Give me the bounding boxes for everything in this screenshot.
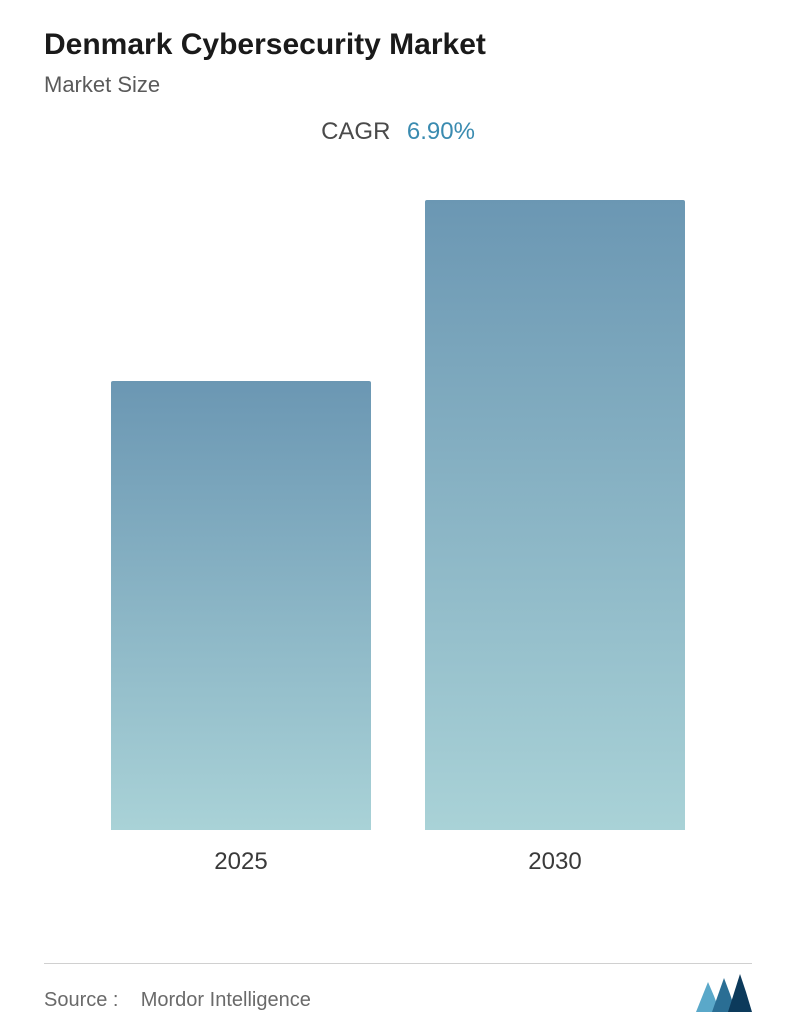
page-title: Denmark Cybersecurity Market <box>44 28 752 62</box>
source-value: Mordor Intelligence <box>141 989 311 1011</box>
footer-divider <box>44 963 752 964</box>
bar-label-0: 2025 <box>214 848 267 876</box>
source-text: Source : Mordor Intelligence <box>44 989 311 1012</box>
footer: Source : Mordor Intelligence <box>44 974 752 1012</box>
brand-logo <box>696 974 752 1012</box>
cagr-value: 6.90% <box>407 118 475 145</box>
bar-1 <box>425 200 685 830</box>
bar-label-1: 2030 <box>528 848 581 876</box>
source-label: Source : <box>44 989 118 1011</box>
bar-group-0: 2025 <box>111 381 371 876</box>
bar-0 <box>111 381 371 830</box>
bar-chart: 2025 2030 <box>44 196 752 876</box>
cagr-row: CAGR 6.90% <box>44 118 752 146</box>
bar-group-1: 2030 <box>425 200 685 876</box>
chart-container: Denmark Cybersecurity Market Market Size… <box>0 0 796 1034</box>
page-subtitle: Market Size <box>44 72 752 98</box>
cagr-label: CAGR <box>321 118 390 145</box>
logo-icon <box>696 974 752 1012</box>
